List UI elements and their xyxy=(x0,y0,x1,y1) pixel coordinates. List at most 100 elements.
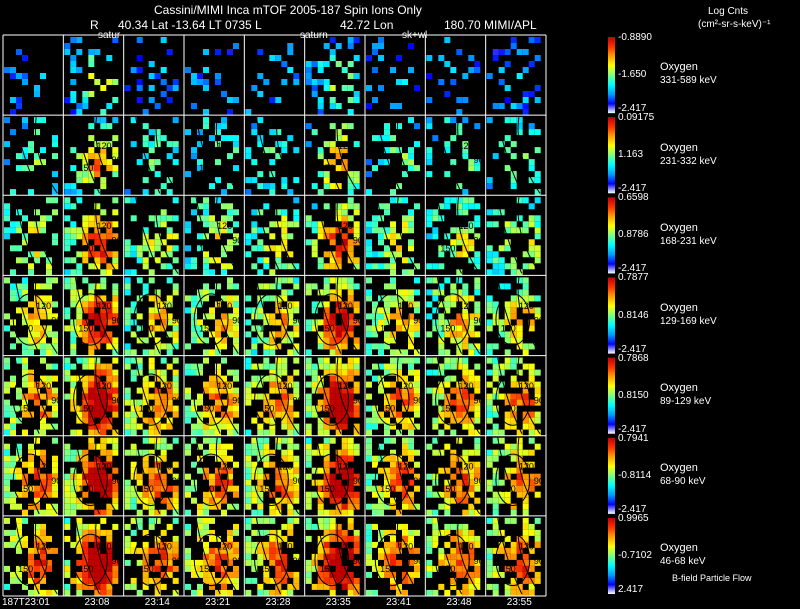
heatmap-cell xyxy=(408,221,414,228)
heatmap-cell xyxy=(474,411,481,418)
heatmap-cell xyxy=(281,467,288,474)
heatmap-cell xyxy=(124,363,131,370)
heatmap-cell xyxy=(257,423,264,430)
heatmap-cell xyxy=(384,393,390,400)
heatmap-cell xyxy=(275,375,282,382)
heatmap-cell xyxy=(22,289,28,296)
heatmap-cell xyxy=(335,455,342,462)
heatmap-cell xyxy=(287,449,294,456)
heatmap-cell xyxy=(22,307,28,314)
heatmap-cell xyxy=(191,325,197,332)
heatmap-cell xyxy=(462,283,469,290)
contour-line xyxy=(195,357,221,434)
heatmap-cell xyxy=(160,319,167,326)
contour-line xyxy=(396,117,420,194)
heatmap-cell xyxy=(396,429,402,436)
heatmap-cell xyxy=(311,307,318,314)
heatmap-cell xyxy=(462,461,469,468)
heatmap-cell xyxy=(203,509,209,516)
heatmap-cell xyxy=(40,571,46,578)
heatmap-cell xyxy=(154,233,161,240)
heatmap-cell xyxy=(233,583,239,590)
heatmap-cell xyxy=(197,529,203,536)
contour-label: 90 xyxy=(112,396,122,406)
heatmap-cell xyxy=(191,197,197,204)
heatmap-cell xyxy=(486,497,493,504)
heatmap-cell xyxy=(522,399,529,406)
heatmap-cell xyxy=(384,429,390,436)
contour-label: 120 xyxy=(217,381,232,391)
heatmap-cell xyxy=(492,529,499,536)
heatmap-cell xyxy=(305,497,312,504)
heatmap-cell xyxy=(384,123,390,130)
heatmap-cell xyxy=(492,547,499,554)
heatmap-cell xyxy=(468,503,475,510)
heatmap-cell xyxy=(281,437,288,444)
heatmap-cell xyxy=(522,381,529,388)
heatmap-cell xyxy=(28,467,34,474)
heatmap-cell xyxy=(366,529,372,536)
heatmap-cell xyxy=(100,147,107,154)
heatmap-cell xyxy=(305,517,312,524)
contour-label: 150 xyxy=(501,564,516,574)
contour-label: 120 xyxy=(36,381,51,391)
heatmap-cell xyxy=(402,399,408,406)
heatmap-cell xyxy=(154,369,161,376)
heatmap-cell xyxy=(522,449,529,456)
heatmap-cell xyxy=(4,517,10,524)
contour-label: 90 xyxy=(413,476,423,486)
heatmap-cell xyxy=(468,429,475,436)
heatmap-cell xyxy=(329,37,336,43)
contour-line xyxy=(255,437,281,515)
heatmap-cell xyxy=(94,509,101,516)
heatmap-cell xyxy=(227,245,233,252)
heatmap-cell xyxy=(510,517,517,524)
heatmap-cell xyxy=(347,277,354,284)
heatmap-cell xyxy=(486,245,493,252)
heatmap-cell xyxy=(474,123,481,130)
heatmap-cell xyxy=(396,319,402,326)
heatmap-cell xyxy=(384,529,390,536)
heatmap-cell xyxy=(191,411,197,418)
heatmap-cell xyxy=(293,177,300,184)
heatmap-cell xyxy=(166,331,173,338)
heatmap-cell xyxy=(281,183,288,190)
heatmap-cell xyxy=(10,289,16,296)
heatmap-cell xyxy=(82,491,89,498)
heatmap-cell xyxy=(16,405,22,412)
heatmap-cell xyxy=(287,135,294,142)
heatmap-cell xyxy=(384,417,390,424)
heatmap-cell xyxy=(197,583,203,590)
heatmap-cell xyxy=(64,227,71,234)
heatmap-cell xyxy=(323,141,330,148)
contour-line xyxy=(34,517,58,595)
heatmap-cell xyxy=(402,541,408,548)
heatmap-cell xyxy=(185,263,191,270)
heatmap-cell xyxy=(233,387,239,394)
heatmap-cell xyxy=(263,313,270,320)
heatmap-cell xyxy=(227,215,233,222)
heatmap-cell xyxy=(4,405,10,412)
heatmap-cell xyxy=(432,357,439,364)
heatmap-cell xyxy=(281,497,288,504)
heatmap-cell xyxy=(408,449,414,456)
heatmap-cell xyxy=(185,227,191,234)
heatmap-cell xyxy=(438,203,445,210)
heatmap-cell xyxy=(46,263,52,270)
heatmap-cell xyxy=(10,529,16,536)
heatmap-cell xyxy=(341,509,348,516)
heatmap-cell xyxy=(311,251,318,258)
heatmap-cell xyxy=(450,559,457,566)
heatmap-cell xyxy=(414,301,420,308)
heatmap-cell xyxy=(378,313,384,320)
heatmap-cell xyxy=(245,485,252,492)
heatmap-cell xyxy=(10,571,16,578)
heatmap-cell xyxy=(353,221,360,228)
heatmap-cell xyxy=(209,387,215,394)
heatmap-cell xyxy=(46,399,52,406)
heatmap-cell xyxy=(341,343,348,350)
heatmap-cell xyxy=(16,357,22,364)
heatmap-cell xyxy=(450,461,457,468)
heatmap-cell xyxy=(76,269,83,276)
heatmap-cell xyxy=(341,369,348,376)
